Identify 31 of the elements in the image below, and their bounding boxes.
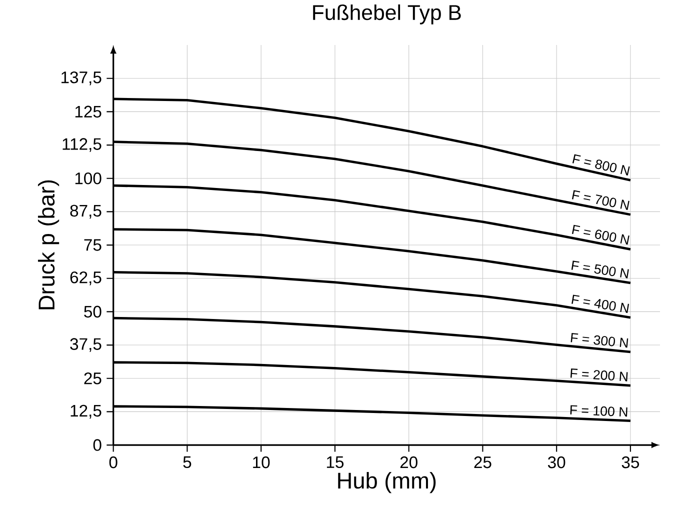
text: F = 800 N: [572, 154, 630, 176]
text: F = 500 N: [571, 260, 629, 278]
text: F = 600 N: [572, 224, 630, 245]
y-tick-label: 50: [84, 306, 102, 318]
chart-title: Fußhebel Typ B: [313, 4, 461, 24]
text: F = 300 N: [570, 332, 628, 348]
series-label: F = 200 N: [570, 368, 628, 382]
series-label: F = 100 N: [570, 405, 628, 417]
text: F = 400 N: [572, 294, 630, 314]
x-tick-label: 0: [109, 456, 118, 468]
x-tick-label: 25: [474, 456, 492, 468]
x-tick-label: 10: [253, 456, 270, 468]
y-tick-label: 25: [84, 372, 102, 384]
x-tick-label: 15: [326, 456, 344, 468]
y-tick-label: 87,5: [70, 204, 102, 219]
y-tick-label: 125: [75, 106, 102, 118]
x-tick-label: 5: [183, 456, 192, 468]
y-tick-label: 100: [75, 172, 102, 184]
y-tick-label: 137,5: [62, 71, 102, 86]
y-tick-label: 12,5: [70, 404, 102, 419]
x-tick-label: 35: [622, 456, 640, 468]
y-axis-title: Druck p (bar): [38, 180, 60, 310]
x-tick-label: 30: [548, 456, 566, 468]
x-axis-title: Hub (mm): [338, 472, 436, 494]
y-tick-label: 0: [93, 439, 102, 451]
y-tick-label: 37,5: [70, 338, 102, 352]
y-tick-label: 112,5: [62, 138, 102, 152]
x-tick-label: 20: [400, 456, 418, 468]
text: F = 700 N: [572, 190, 630, 210]
y-tick-label: 75: [84, 239, 102, 251]
y-tick-label: 62,5: [70, 271, 102, 286]
